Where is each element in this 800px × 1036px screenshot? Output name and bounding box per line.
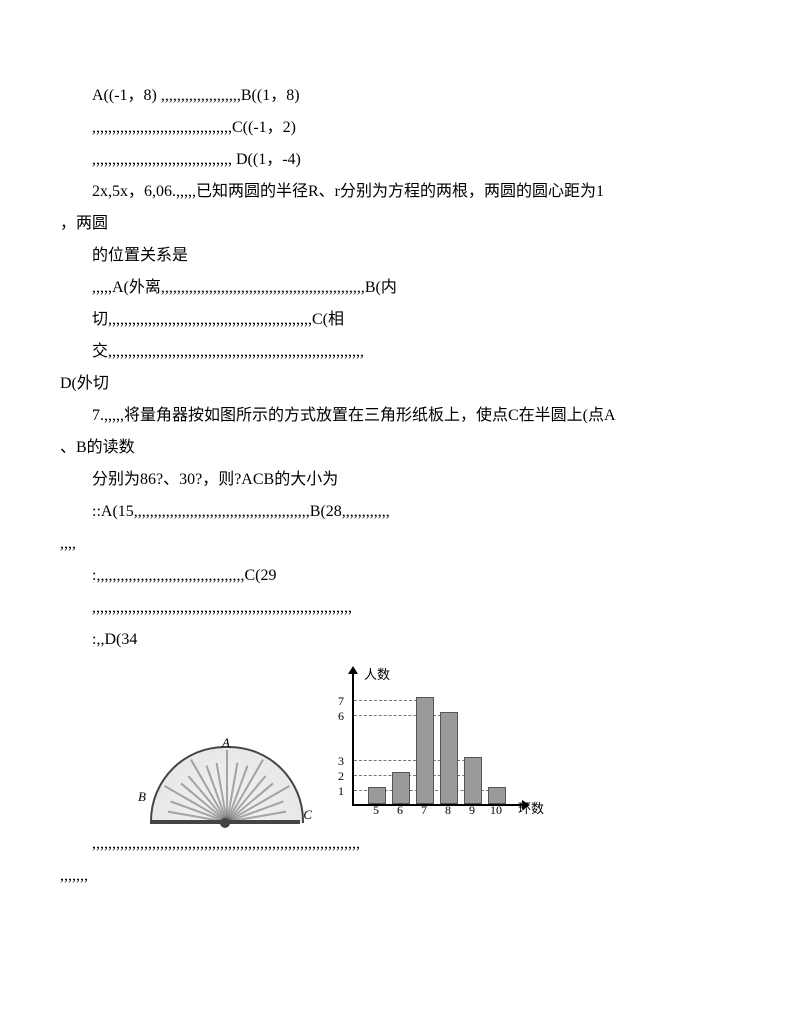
bar <box>464 757 482 804</box>
text-line: ::A(15,,,,,,,,,,,,,,,,,,,,,,,,,,,,,,,,,,… <box>60 496 800 528</box>
x-tick-label: 7 <box>421 798 427 822</box>
x-tick-label: 8 <box>445 798 451 822</box>
text-line: 的位置关系是 <box>60 240 800 272</box>
protractor-label-a: A <box>222 730 230 756</box>
text-line: ,,,,,,, <box>60 860 800 892</box>
text-line: ,,,,,,,,,,,,,,,,,,,,,,,,,,,,,,,,,,, D((1… <box>60 144 800 176</box>
y-axis-title: 人数 <box>364 662 390 688</box>
y-axis <box>352 674 354 806</box>
text-line: :,,,,,,,,,,,,,,,,,,,,,,,,,,,,,,,,,,,,,C(… <box>60 560 800 592</box>
x-tick-label: 6 <box>397 798 403 822</box>
text-line: ,,,,,,,,,,,,,,,,,,,,,,,,,,,,,,,,,,,,,,,,… <box>60 828 800 860</box>
text-line: ,,,,,,,,,,,,,,,,,,,,,,,,,,,,,,,,,,,,,,,,… <box>60 592 800 624</box>
text-line: 、B的读数 <box>60 432 800 464</box>
figure-row: A B C 人数 环数 123675678910 <box>150 664 800 824</box>
x-axis-title: 环数 <box>518 796 544 822</box>
protractor-label-c: C <box>303 802 312 828</box>
text-line: 7.,,,,,将量角器按如图所示的方式放置在三角形纸板上，使点C在半圆上(点A <box>60 400 800 432</box>
protractor-figure: A B C <box>150 734 300 824</box>
text-line: ,,,,,,,,,,,,,,,,,,,,,,,,,,,,,,,,,,,C((-1… <box>60 112 800 144</box>
text-line: ,,,, <box>60 528 800 560</box>
protractor-hub <box>220 818 230 828</box>
x-tick-label: 9 <box>469 798 475 822</box>
text-line: :,,D(34 <box>60 624 800 656</box>
x-tick-label: 10 <box>490 798 502 822</box>
text-line: 2x,5x，6,06.,,,,,已知两圆的半径R、r分别为方程的两根，两圆的圆心… <box>60 176 800 208</box>
y-tick-label: 7 <box>338 689 344 713</box>
text-line: ,,,,,A(外离,,,,,,,,,,,,,,,,,,,,,,,,,,,,,,,… <box>60 272 800 304</box>
x-tick-label: 5 <box>373 798 379 822</box>
bar-chart: 人数 环数 123675678910 <box>324 664 534 824</box>
protractor-label-b: B <box>138 784 146 810</box>
y-tick-label: 3 <box>338 749 344 773</box>
text-line: 切,,,,,,,,,,,,,,,,,,,,,,,,,,,,,,,,,,,,,,,… <box>60 304 800 336</box>
protractor-arc <box>150 746 304 823</box>
bar <box>416 697 434 804</box>
text-line: D(外切 <box>60 368 800 400</box>
text-line: 分别为86?、30?，则?ACB的大小为 <box>60 464 800 496</box>
bar <box>440 712 458 804</box>
text-line: ，两圆 <box>60 208 800 240</box>
text-line: 交,,,,,,,,,,,,,,,,,,,,,,,,,,,,,,,,,,,,,,,… <box>60 336 800 368</box>
text-line: A((-1，8) ,,,,,,,,,,,,,,,,,,,,B((1，8) <box>60 80 800 112</box>
